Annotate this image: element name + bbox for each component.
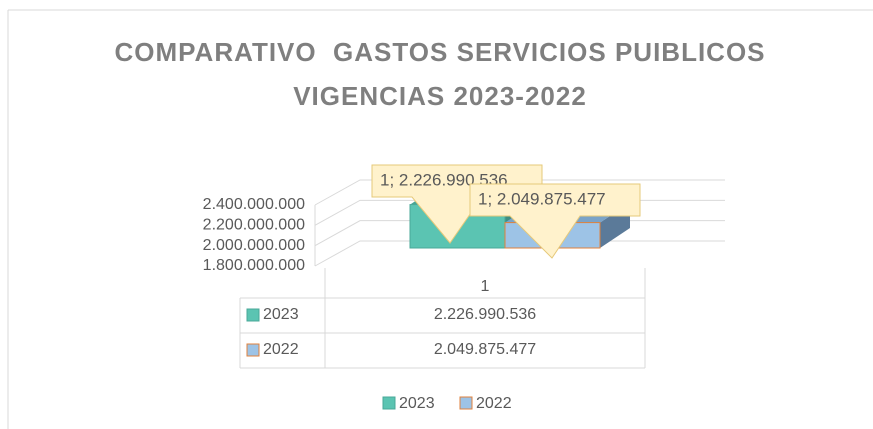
table-header: 1 bbox=[481, 278, 490, 295]
table-cell: 2.226.990.536 bbox=[434, 306, 536, 323]
legend-key bbox=[382, 396, 396, 410]
table-key bbox=[246, 308, 260, 322]
y-tick-label: 2.400.000.000 bbox=[203, 196, 305, 213]
y-tick-label: 1.800.000.000 bbox=[203, 257, 305, 274]
table-series-name: 2022 bbox=[263, 341, 299, 358]
data-label: 1; 2.049.875.477 bbox=[478, 189, 606, 208]
y-tick-label: 2.000.000.000 bbox=[203, 237, 305, 254]
legend-label: 2022 bbox=[476, 395, 512, 412]
grid-line bbox=[314, 179, 725, 206]
data-label-box bbox=[469, 183, 641, 259]
table-cell: 2.049.875.477 bbox=[434, 341, 536, 358]
y-tick-label: 2.200.000.000 bbox=[203, 217, 305, 234]
legend-label: 2023 bbox=[399, 395, 435, 412]
table-series-name: 2023 bbox=[263, 306, 299, 323]
table-key bbox=[246, 343, 260, 357]
legend-key bbox=[459, 396, 473, 410]
chart-title: COMPARATIVO GASTOS SERVICIOS PUIBLICOS V… bbox=[114, 37, 774, 111]
